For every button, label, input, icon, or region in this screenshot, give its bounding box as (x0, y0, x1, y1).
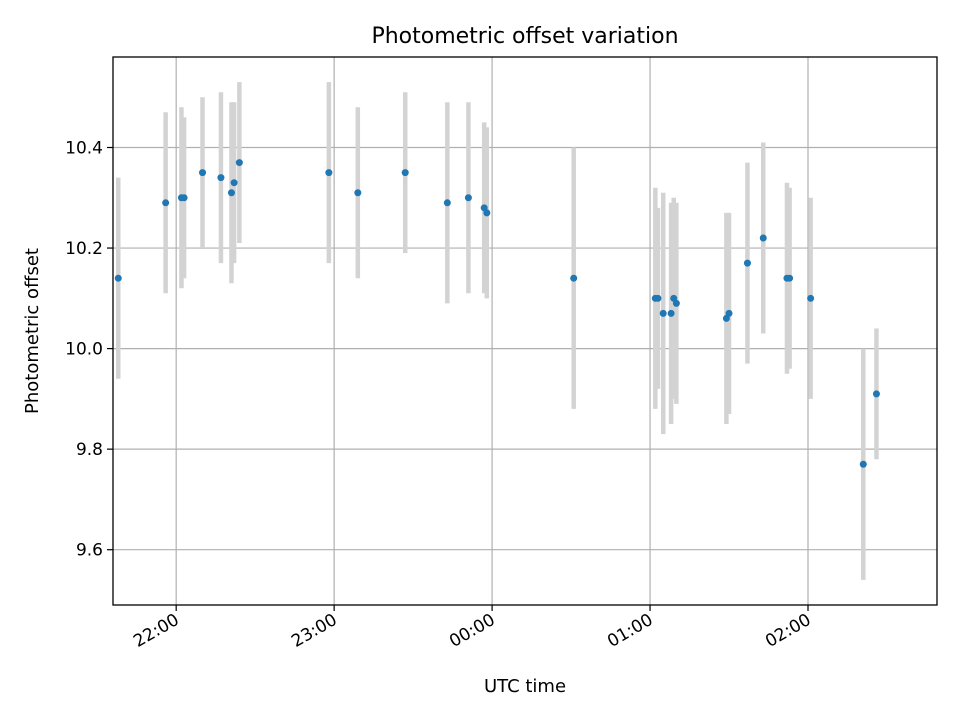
data-point (807, 294, 815, 302)
errorbars (116, 82, 879, 580)
x-tick-label: 02:00 (762, 610, 814, 652)
chart-title: Photometric offset variation (371, 24, 678, 49)
data-point (230, 179, 238, 187)
y-tick-label: 9.8 (76, 440, 103, 460)
data-point (180, 194, 188, 202)
grid (113, 57, 937, 605)
data-point (114, 274, 122, 282)
data-point (162, 199, 170, 207)
data-point (443, 199, 451, 207)
x-tick-label: 01:00 (604, 610, 656, 652)
data-point (464, 194, 472, 202)
data-point (325, 169, 333, 177)
data-point (401, 169, 409, 177)
y-tick-label: 9.6 (76, 541, 103, 561)
data-point (759, 234, 767, 242)
data-point (199, 169, 207, 177)
data-point (217, 174, 225, 182)
data-point (786, 274, 794, 282)
axis-ticks: 9.6 9.8 10.0 10.2 10.4 22:00 23:00 00:00 01:00 02… (65, 138, 814, 651)
x-tick-label: 23:00 (288, 610, 340, 652)
x-tick-label: 00:00 (446, 610, 498, 652)
y-axis-label: Photometric offset (22, 248, 43, 414)
x-axis-label: UTC time (484, 676, 566, 697)
y-tick-label: 10.4 (65, 138, 103, 158)
data-point (659, 309, 667, 317)
data-point (354, 189, 362, 197)
data-point (872, 390, 880, 398)
data-points (114, 159, 880, 468)
data-point (570, 274, 578, 282)
data-point (667, 309, 675, 317)
data-point (743, 259, 751, 267)
data-point (672, 299, 680, 307)
data-point (725, 309, 733, 317)
data-point (859, 460, 867, 468)
x-tick-label: 22:00 (130, 610, 182, 652)
data-point (227, 189, 235, 197)
data-point (235, 159, 243, 167)
plot-frame (112, 56, 938, 606)
y-tick-label: 10.2 (65, 239, 103, 259)
y-tick-label: 10.0 (65, 340, 103, 360)
data-point (654, 294, 662, 302)
data-point (483, 209, 491, 217)
